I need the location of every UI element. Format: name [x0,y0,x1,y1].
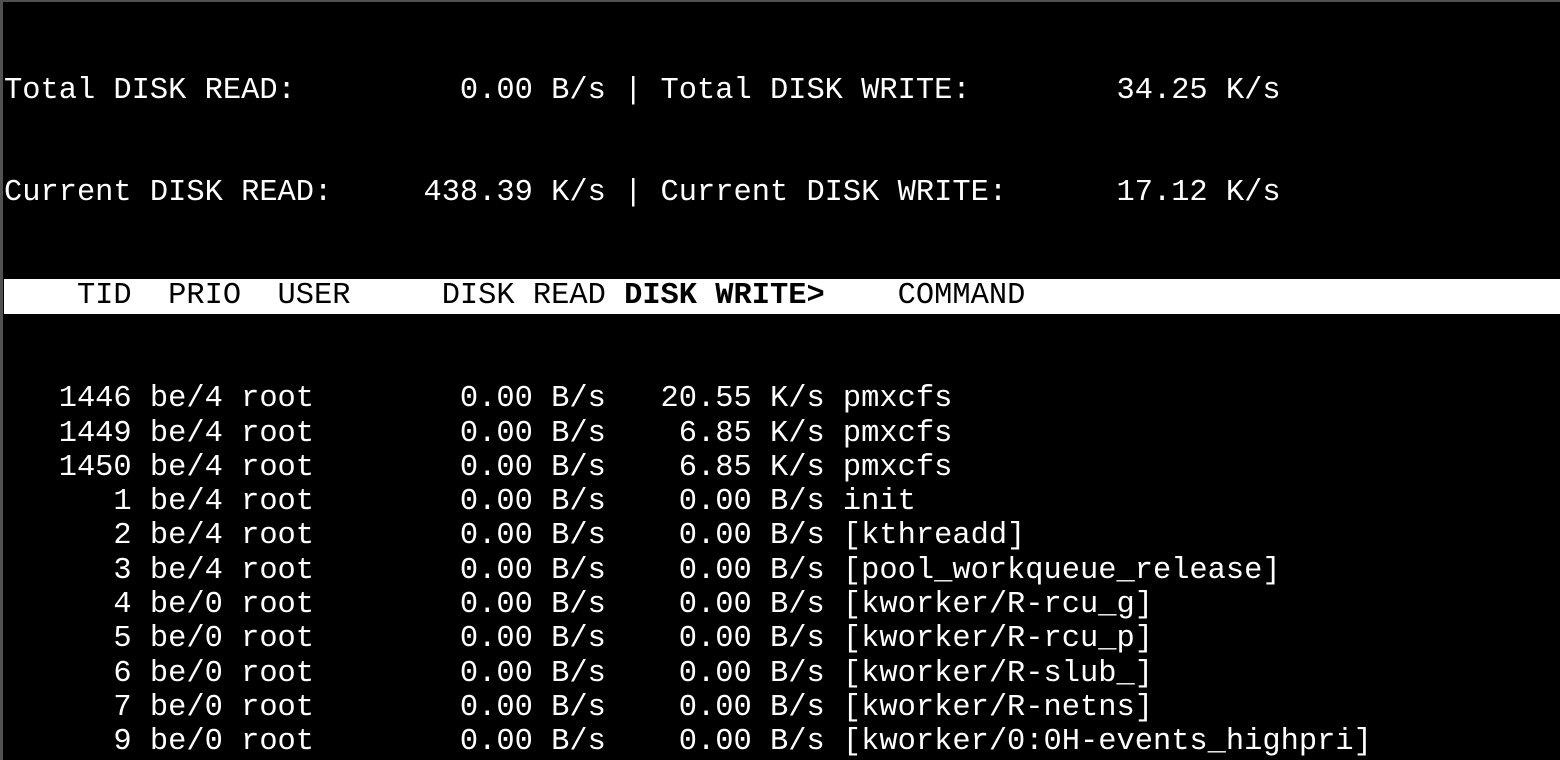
process-row: 1450 be/4 root 0.00 B/s 6.85 K/s pmxcfs [4,450,953,485]
process-row: 7 be/0 root 0.00 B/s 0.00 B/s [kworker/R… [4,690,1153,725]
process-row: 9 be/0 root 0.00 B/s 0.00 B/s [kworker/0… [4,725,1372,760]
sort-column-header: DISK WRITE> [624,279,825,314]
process-table: 1446 be/4 root 0.00 B/s 20.55 K/s pmxcfs… [4,382,1560,760]
current-disk-io-line: Current DISK READ: 438.39 K/s | Current … [4,176,1281,211]
total-disk-io-line: Total DISK READ: 0.00 B/s | Total DISK W… [4,73,1281,108]
process-row: 5 be/0 root 0.00 B/s 0.00 B/s [kworker/R… [4,622,1153,657]
process-row: 3 be/4 root 0.00 B/s 0.00 B/s [pool_work… [4,553,1281,588]
process-row: 6 be/0 root 0.00 B/s 0.00 B/s [kworker/R… [4,656,1153,691]
process-row: 4 be/0 root 0.00 B/s 0.00 B/s [kworker/R… [4,588,1153,623]
table-header-row: TID PRIO USER DISK READ DISK WRITE> COMM… [4,279,1560,314]
process-row: 1446 be/4 root 0.00 B/s 20.55 K/s pmxcfs [4,382,953,417]
process-row: 2 be/4 root 0.00 B/s 0.00 B/s [kthreadd] [4,519,1026,554]
process-row: 1 be/4 root 0.00 B/s 0.00 B/s init [4,485,916,520]
process-row: 1449 be/4 root 0.00 B/s 6.85 K/s pmxcfs [4,416,953,451]
